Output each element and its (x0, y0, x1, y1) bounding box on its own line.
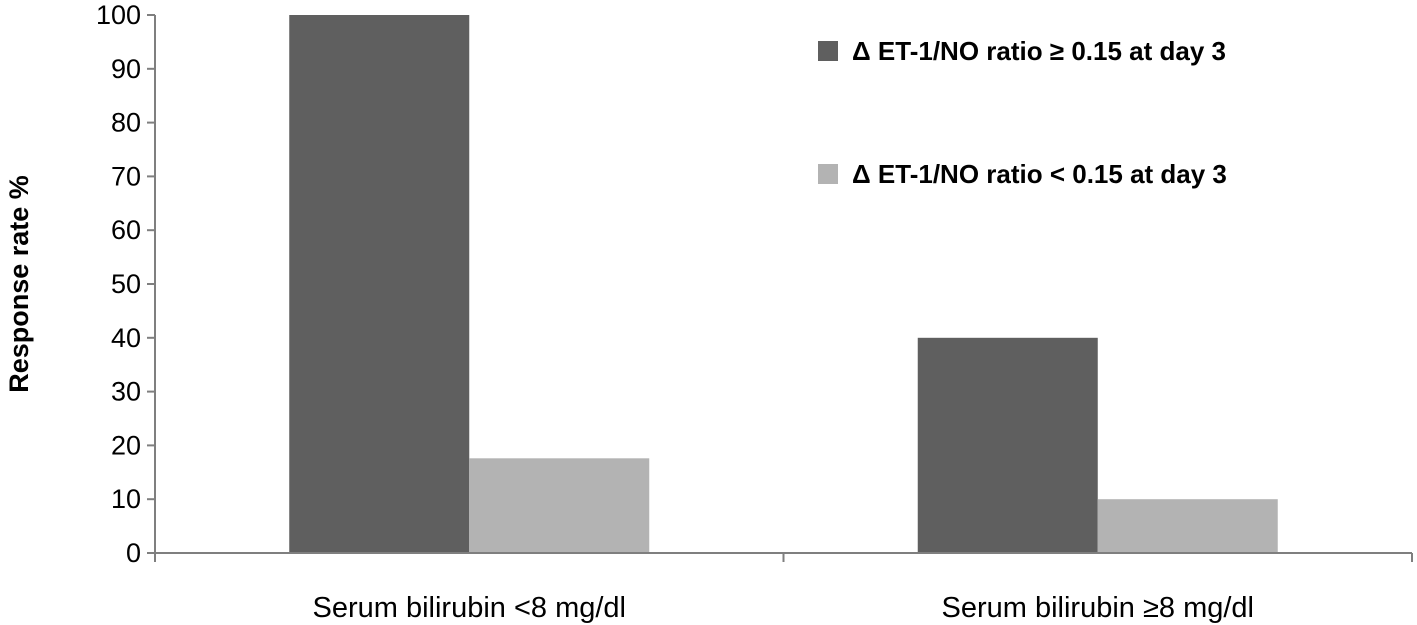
bars (289, 15, 1278, 553)
y-tick-label: 100 (96, 0, 141, 30)
y-tick-label: 10 (111, 484, 141, 514)
legend-label: Δ ET-1/NO ratio < 0.15 at day 3 (852, 159, 1227, 189)
y-tick-label: 20 (111, 430, 141, 460)
legend-swatch (818, 41, 838, 61)
y-tick-label: 70 (111, 161, 141, 191)
y-tick-label: 60 (111, 215, 141, 245)
bar (469, 458, 650, 553)
bar (917, 337, 1098, 553)
y-tick-label: 50 (111, 269, 141, 299)
legend: Δ ET-1/NO ratio ≥ 0.15 at day 3 Δ ET-1/NO… (818, 36, 1227, 189)
y-tick-label: 0 (126, 538, 141, 568)
x-tick-label: Serum bilirubin ≥8 mg/dl (942, 592, 1255, 624)
y-tick-label: 40 (111, 323, 141, 353)
y-axis-title: Response rate % (4, 175, 34, 393)
x-axis-ticks: Serum bilirubin <8 mg/dl Serum bilirubin … (154, 553, 1413, 624)
y-tick-label: 80 (111, 108, 141, 138)
y-tick-label: 30 (111, 377, 141, 407)
y-tick-label: 90 (111, 54, 141, 84)
legend-label: Δ ET-1/NO ratio ≥ 0.15 at day 3 (852, 36, 1226, 66)
y-axis-ticks: 0 10 20 30 40 50 60 70 80 90 100 (96, 0, 155, 568)
x-tick-label: Serum bilirubin <8 mg/dl (312, 592, 626, 624)
bar (289, 15, 470, 553)
bar (1097, 499, 1278, 553)
legend-swatch (818, 164, 838, 184)
